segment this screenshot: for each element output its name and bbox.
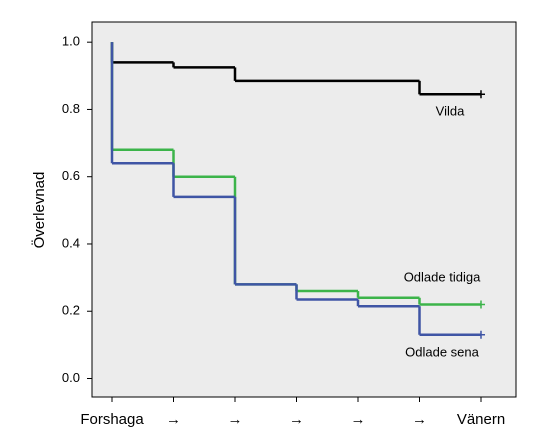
plot-area [91, 21, 517, 398]
x-tick-label: → [351, 411, 366, 428]
y-tick-label: 0.0 [62, 370, 80, 385]
censor-marker [477, 90, 485, 99]
x-tick-label: → [228, 411, 243, 428]
x-tick-label: → [412, 411, 427, 428]
y-axis-label: Överlevnad [30, 172, 48, 249]
censor-marker [477, 300, 485, 309]
series-label: Odlade tidiga [404, 269, 481, 284]
x-tick-label: → [166, 411, 181, 428]
x-tick-label: Forshaga [80, 411, 144, 428]
y-tick-label: 0.8 [62, 101, 80, 116]
y-tick-label: 0.6 [62, 168, 80, 183]
x-tick-label: Vänern [457, 411, 505, 428]
y-tick-label: 0.4 [62, 235, 80, 250]
series-label: Odlade sena [405, 344, 479, 359]
y-tick-label: 0.2 [62, 303, 80, 318]
y-tick-label: 1.0 [62, 34, 80, 49]
censor-marker [477, 330, 485, 339]
x-tick-label: → [289, 411, 304, 428]
series-label: Vilda [436, 103, 465, 118]
